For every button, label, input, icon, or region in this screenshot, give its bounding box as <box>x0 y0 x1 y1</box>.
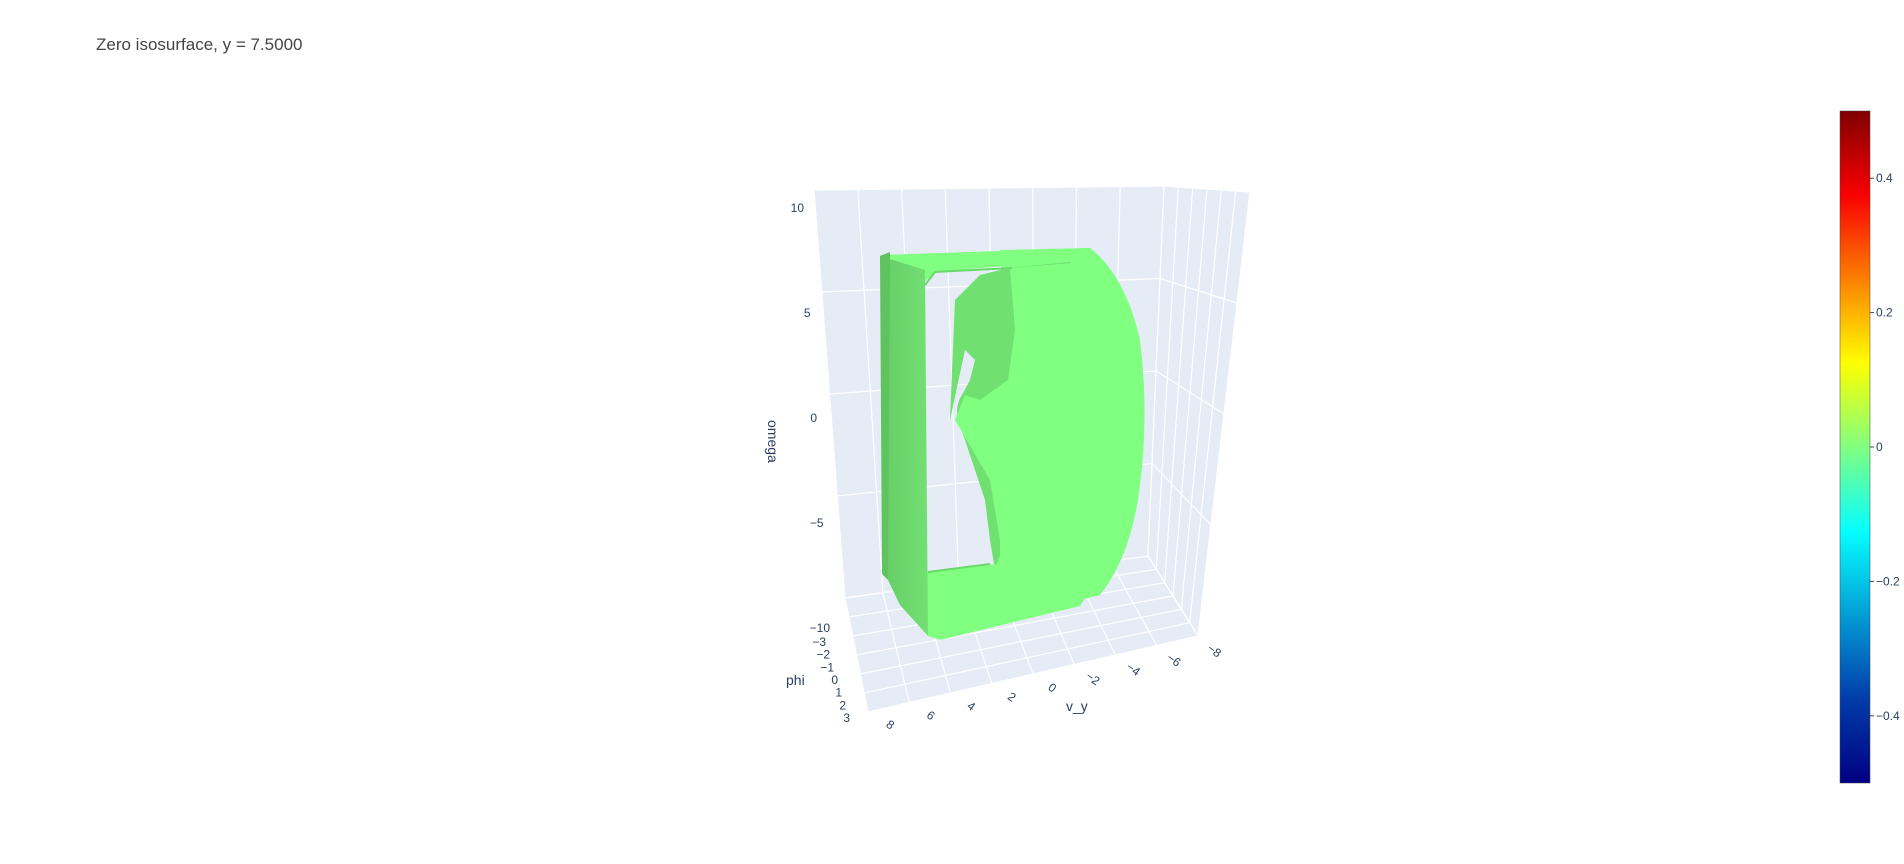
colorbar-tick-label: −0.4 <box>1876 709 1900 723</box>
x-tick-label: 2 <box>1005 689 1019 704</box>
x-tick-label: 0 <box>1046 680 1060 695</box>
y-axis-title: phi <box>786 672 805 688</box>
x-tick-label: −2 <box>1083 669 1103 689</box>
y-tick-label: 3 <box>843 711 850 725</box>
x-tick-label: −4 <box>1124 660 1144 680</box>
colorbar-tick-label: 0.2 <box>1876 306 1893 320</box>
colorbar-gradient <box>1840 111 1870 783</box>
z-tick-label: 10 <box>791 201 805 215</box>
x-tick-label: 4 <box>965 699 979 714</box>
x-axis-title: v_y <box>1066 698 1088 714</box>
z-tick-label: 0 <box>810 411 817 425</box>
chart-title: Zero isosurface, y = 7.5000 <box>96 35 302 54</box>
x-tick-label: 8 <box>884 717 898 732</box>
z-tick-label: −10 <box>810 621 831 635</box>
side-wall <box>1148 186 1250 636</box>
z-tick-label: −5 <box>810 516 824 530</box>
x-tick-label: 6 <box>924 708 938 723</box>
colorbar[interactable]: 0.4 0.2 0 −0.2 −0.4 <box>1840 111 1900 783</box>
colorbar-tick-label: −0.2 <box>1876 574 1900 588</box>
colorbar-tick-label: 0.4 <box>1876 171 1893 185</box>
z-axis-title: omega <box>765 420 781 463</box>
x-tick-label: −6 <box>1164 650 1184 670</box>
x-tick-label: −8 <box>1205 641 1225 661</box>
colorbar-tick-label: 0 <box>1876 440 1883 454</box>
z-tick-label: 5 <box>804 306 811 320</box>
colorbar-ticks: 0.4 0.2 0 −0.2 −0.4 <box>1870 171 1900 723</box>
isosurface <box>880 248 1145 640</box>
